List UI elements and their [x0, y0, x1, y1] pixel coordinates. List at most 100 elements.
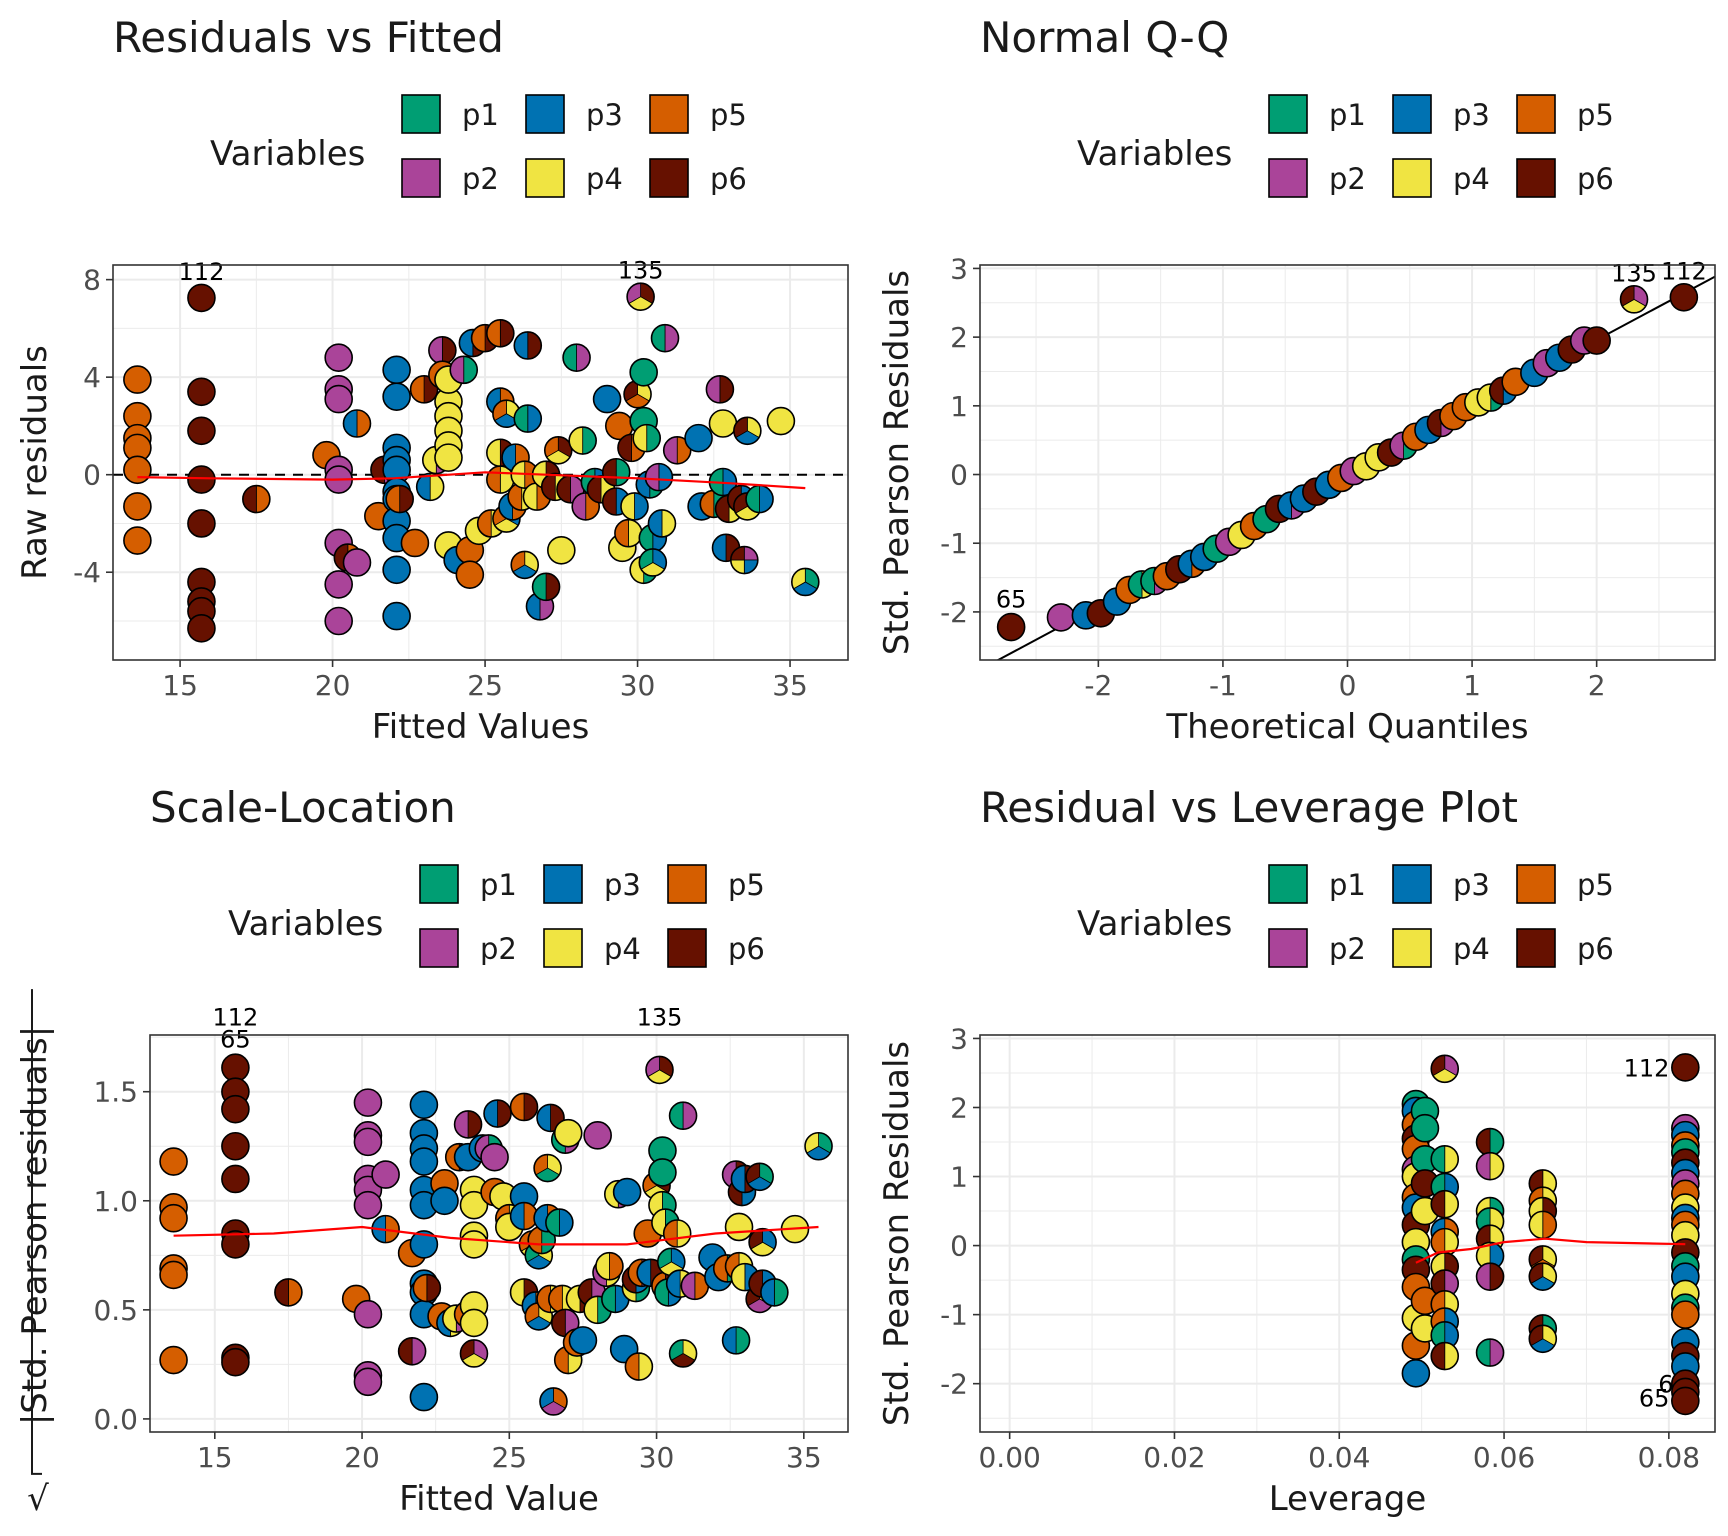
- data-point: [459, 1339, 489, 1368]
- legend-key-p1: [1268, 94, 1308, 134]
- point-slice: [709, 409, 737, 437]
- point-outline: [1475, 1338, 1505, 1367]
- x-tick-label: 0.00: [978, 1441, 1040, 1474]
- point-outline: [536, 1103, 565, 1133]
- panel-border: [149, 1034, 849, 1433]
- point-outline: [242, 484, 271, 514]
- data-point: [543, 436, 573, 465]
- point-outline: [996, 612, 1026, 642]
- data-point: [1430, 1227, 1460, 1257]
- data-point: [705, 375, 735, 404]
- data-point: [614, 518, 643, 548]
- point-outline: [760, 1278, 789, 1307]
- legend-label-p1: p1: [1329, 98, 1366, 132]
- point-outline: [1430, 1054, 1460, 1084]
- data-point: [1528, 1262, 1558, 1291]
- point-outline: [221, 1230, 250, 1259]
- data-point: [159, 1203, 188, 1233]
- y-tick-label: 3: [950, 1022, 968, 1055]
- point-outline: [459, 1230, 489, 1259]
- legend-label-p3: p3: [586, 98, 623, 132]
- data-point: [1671, 1053, 1700, 1082]
- data-point: [187, 509, 216, 538]
- point-outline: [562, 343, 591, 372]
- panel-4: Residual vs Leverage Plot Variables p1 p2 p3…: [877, 783, 1716, 1519]
- data-point: [1046, 603, 1076, 632]
- data-point: [324, 606, 353, 636]
- point-slice: [431, 1187, 459, 1215]
- legend-key-p5: [1516, 864, 1556, 904]
- data-point: [123, 492, 152, 521]
- data-point: [562, 343, 591, 372]
- y-tick-label: 1.0: [93, 1185, 138, 1218]
- point-outline: [568, 426, 597, 455]
- y-tick-label: 1: [950, 390, 968, 423]
- legend-key-p5: [649, 94, 689, 134]
- data-point: [592, 384, 622, 414]
- data-point: [123, 526, 152, 555]
- data-point: [459, 1308, 489, 1338]
- point-outline: [620, 492, 649, 521]
- point-label: 112: [1624, 1054, 1670, 1082]
- x-tick-label: 15: [162, 669, 198, 702]
- x-tick-label: 2: [1588, 669, 1606, 702]
- point-slice: [460, 1191, 488, 1219]
- data-point: [745, 1162, 774, 1192]
- point-outline: [662, 436, 692, 465]
- point-outline: [668, 1339, 698, 1368]
- legend-key-p6: [649, 158, 689, 198]
- plot-area: [113, 265, 848, 660]
- data-point: [568, 1326, 598, 1355]
- legend-title: Variables: [1077, 134, 1232, 174]
- data-point: [324, 384, 353, 414]
- point-outline: [568, 1326, 598, 1355]
- axes: 15 20 25 30 35 0.0 0.5 1.0 1.5: [93, 1076, 821, 1474]
- point-outline: [733, 416, 762, 446]
- point-outline: [123, 492, 152, 521]
- point-outline: [539, 1387, 568, 1416]
- data-point: [662, 1219, 692, 1248]
- point-slice: [997, 613, 1025, 641]
- data-point: [434, 443, 463, 472]
- data-point: [629, 357, 658, 387]
- point-slice: [123, 527, 151, 555]
- point-slice: [354, 1128, 382, 1156]
- legend-title: Variables: [210, 134, 365, 174]
- data-point: [533, 1153, 562, 1183]
- legend-label-p1: p1: [1329, 868, 1366, 902]
- point-slice: [569, 1326, 597, 1354]
- point-slice: [221, 1054, 249, 1082]
- point-slice: [605, 412, 633, 440]
- point-outline: [409, 1230, 439, 1259]
- point-slice: [383, 383, 411, 411]
- data-point: [547, 535, 576, 565]
- data-point: [187, 465, 216, 494]
- point-slice: [1402, 1359, 1430, 1387]
- point-outline: [721, 1326, 751, 1355]
- point-label: 135: [618, 257, 664, 285]
- legend-key-p5: [1516, 94, 1556, 134]
- point-slice: [648, 1137, 676, 1165]
- point-slice: [1583, 327, 1611, 355]
- chart-title: Residual vs Leverage Plot: [980, 783, 1518, 832]
- data-point: [221, 1164, 250, 1194]
- x-tick-label: 0.02: [1143, 1441, 1205, 1474]
- point-label: 6: [1658, 1371, 1673, 1399]
- legend-key-p4: [525, 158, 565, 198]
- y-tick-label: 1.5: [93, 1076, 138, 1109]
- point-outline: [804, 1131, 833, 1161]
- data-point: [650, 323, 680, 353]
- y-axis-title: Raw residuals: [15, 345, 55, 580]
- point-slice: [481, 1143, 509, 1171]
- point-slice: [554, 1119, 582, 1147]
- y-tick-label: 1: [950, 1161, 968, 1194]
- point-outline: [1528, 1324, 1558, 1354]
- x-tick-label: 20: [315, 669, 351, 702]
- point-label: 65: [996, 586, 1027, 614]
- data-point: [583, 1121, 612, 1150]
- point-outline: [187, 416, 216, 446]
- data-point: [430, 1186, 459, 1216]
- point-outline: [123, 365, 152, 394]
- point-outline: [412, 1273, 442, 1303]
- point-outline: [1401, 1359, 1431, 1388]
